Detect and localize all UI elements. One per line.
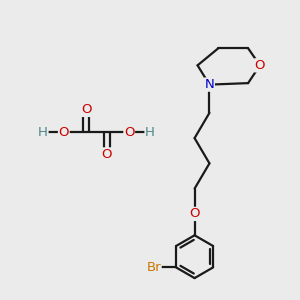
Text: O: O: [189, 207, 200, 220]
Text: N: N: [205, 78, 214, 91]
Text: O: O: [58, 126, 69, 139]
Text: O: O: [81, 103, 91, 116]
Text: Br: Br: [146, 261, 161, 274]
Text: O: O: [124, 126, 134, 139]
Text: H: H: [38, 126, 48, 139]
Text: O: O: [255, 59, 265, 72]
Text: H: H: [145, 126, 155, 139]
Text: O: O: [102, 148, 112, 161]
